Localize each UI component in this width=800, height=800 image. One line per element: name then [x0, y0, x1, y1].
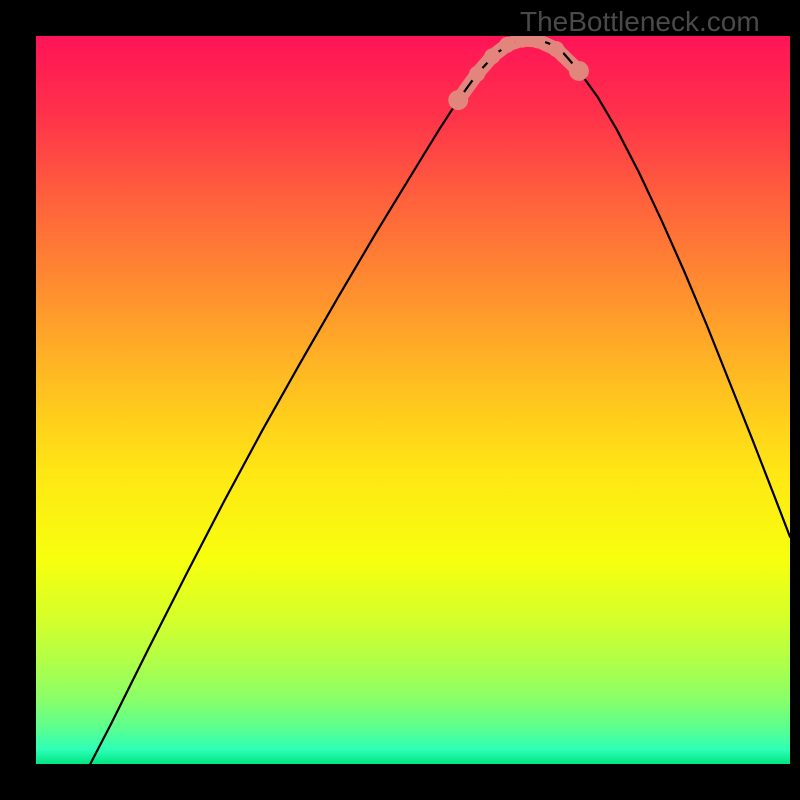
border-right: [790, 0, 800, 800]
bottleneck-curve: [90, 39, 790, 764]
curve-layer: [36, 36, 790, 764]
chart-container: TheBottleneck.com: [0, 0, 800, 800]
watermark-text: TheBottleneck.com: [520, 6, 760, 38]
plot-area: [36, 36, 790, 764]
trough-marker: [548, 41, 564, 57]
trough-marker: [569, 61, 589, 81]
trough-marker: [469, 66, 485, 82]
trough-marker: [448, 90, 468, 110]
border-left: [0, 0, 36, 800]
trough-marker: [499, 37, 515, 53]
border-bottom: [0, 764, 800, 800]
trough-marker: [484, 48, 500, 64]
